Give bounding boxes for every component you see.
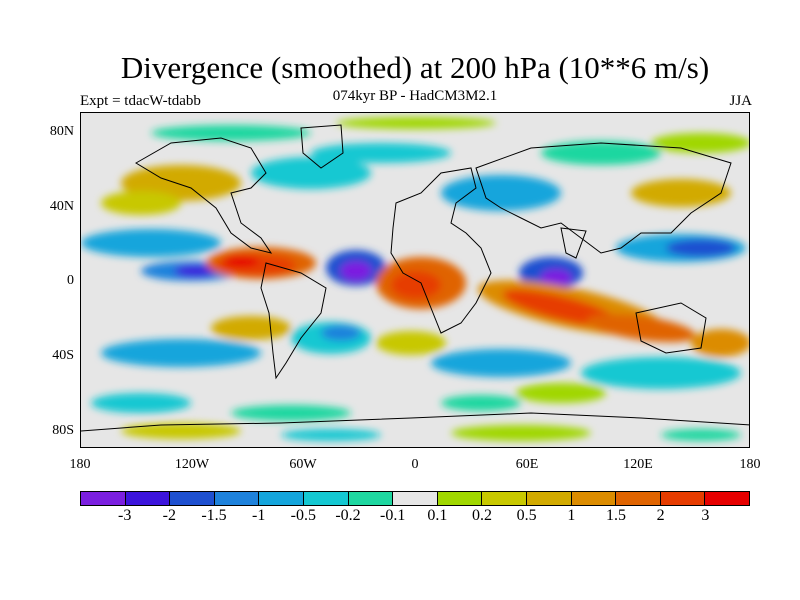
colorbar-label: 0.2: [472, 507, 492, 524]
chart-subtitle: 074kyr BP - HadCM3M2.1: [332, 88, 498, 104]
lat-label-80n: 80N: [49, 124, 74, 139]
lat-label-0: 0: [67, 273, 74, 288]
colorbar-label: -0.1: [379, 507, 406, 524]
colorbar-swatch: [660, 492, 706, 505]
colorbar-label: 0.5: [516, 507, 537, 524]
coastlines: [81, 124, 749, 432]
lat-label-40n: 40N: [49, 199, 74, 214]
colorbar-swatch: [705, 492, 749, 505]
colorbar-label: 0.1: [427, 507, 448, 524]
colorbar-label: -1.5: [201, 507, 227, 524]
season-label: JJA: [729, 93, 752, 109]
colorbar-swatch: [170, 492, 215, 505]
divergence-map: [80, 112, 750, 448]
colorbar-swatch: [393, 492, 438, 505]
colorbar-label: 2: [656, 507, 665, 524]
lon-label-120e: 120E: [623, 457, 653, 472]
divergence-field: [81, 117, 749, 441]
colorbar-label: 3: [701, 507, 710, 524]
colorbar: [80, 491, 750, 506]
colorbar-swatch: [303, 492, 349, 505]
colorbar-label: -2: [162, 507, 176, 524]
colorbar-swatch: [437, 492, 483, 505]
colorbar-swatch: [259, 492, 304, 505]
chart-title: Divergence (smoothed) at 200 hPa (10**6 …: [120, 50, 710, 85]
lon-label-0: 0: [411, 457, 419, 472]
lat-label-40s: 40S: [52, 348, 74, 363]
experiment-label: Expt = tdacW-tdabb: [80, 93, 201, 109]
colorbar-swatch: [616, 492, 661, 505]
map-field: [81, 113, 749, 447]
lon-label-60e: 60E: [515, 457, 539, 472]
lon-label-180w: 180: [69, 457, 91, 472]
lon-label-60w: 60W: [289, 457, 317, 472]
colorbar-label: 1: [567, 507, 576, 524]
colorbar-label: -1: [251, 507, 266, 524]
lon-label-120w: 120W: [174, 457, 210, 472]
colorbar-label: -3: [117, 507, 132, 524]
colorbar-swatch: [348, 492, 394, 505]
colorbar-swatch: [125, 492, 171, 505]
colorbar-swatch: [526, 492, 572, 505]
lon-label-180e: 180: [739, 457, 761, 472]
colorbar-label: -0.5: [290, 507, 316, 524]
colorbar-swatch: [81, 492, 126, 505]
colorbar-swatch: [571, 492, 617, 505]
colorbar-swatch: [214, 492, 260, 505]
colorbar-swatch: [482, 492, 527, 505]
colorbar-label: -0.2: [335, 507, 361, 524]
lat-label-80s: 80S: [52, 423, 74, 438]
colorbar-label: 1.5: [606, 507, 626, 524]
